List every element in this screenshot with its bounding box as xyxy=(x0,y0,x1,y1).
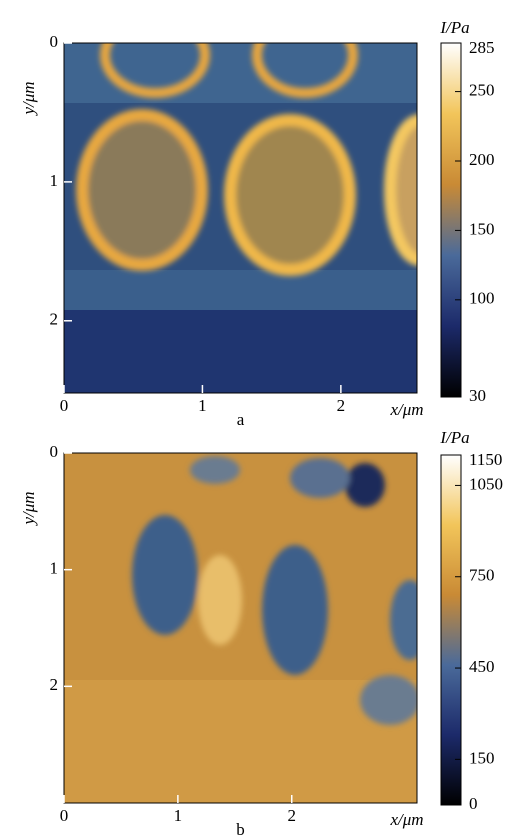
colorbar xyxy=(440,42,462,398)
colorbar-tick-label: 285 xyxy=(469,38,495,57)
panel-label: a xyxy=(237,410,245,429)
y-axis-label: y/μm xyxy=(19,81,38,116)
y-axis-label: y/μm xyxy=(19,491,38,526)
heatmap-image xyxy=(64,453,417,803)
x-tick-label: 0 xyxy=(60,396,69,415)
colorbar-tick-label: 1050 xyxy=(469,474,503,493)
y-tick-label: 2 xyxy=(50,675,59,694)
colorbar-tick-label: 450 xyxy=(469,657,495,676)
colorbar-tick-label: 750 xyxy=(469,566,495,585)
y-tick-label: 1 xyxy=(50,559,59,578)
colorbar-label: I/Pa xyxy=(439,18,469,37)
colorbar-tick-label: 1150 xyxy=(469,450,502,469)
colorbar-tick-label: 150 xyxy=(469,219,495,238)
colorbar-tick-label: 100 xyxy=(469,289,495,308)
y-tick-label: 0 xyxy=(50,442,59,461)
plot-frame xyxy=(63,452,418,804)
panel-label: b xyxy=(236,820,245,839)
colorbar-tick-label: 0 xyxy=(469,794,478,813)
x-axis-label: x/μm xyxy=(389,810,423,829)
y-tick-label: 0 xyxy=(50,32,59,51)
heatmap-image xyxy=(64,43,417,393)
colorbar-tick-label: 250 xyxy=(469,80,495,99)
plot-frame xyxy=(63,42,418,394)
x-tick-label: 2 xyxy=(337,396,346,415)
colorbar-label: I/Pa xyxy=(439,428,469,447)
colorbar-tick-label: 30 xyxy=(469,386,486,405)
colorbar-tick-label: 200 xyxy=(469,150,495,169)
x-axis-label: x/μm xyxy=(389,400,423,419)
x-tick-label: 2 xyxy=(287,806,296,825)
y-tick-label: 1 xyxy=(50,171,59,190)
colorbar xyxy=(440,454,462,806)
x-tick-label: 1 xyxy=(198,396,207,415)
x-tick-label: 1 xyxy=(174,806,183,825)
x-tick-label: 0 xyxy=(60,806,69,825)
y-tick-label: 2 xyxy=(50,310,59,329)
colorbar-tick-label: 150 xyxy=(469,748,495,767)
